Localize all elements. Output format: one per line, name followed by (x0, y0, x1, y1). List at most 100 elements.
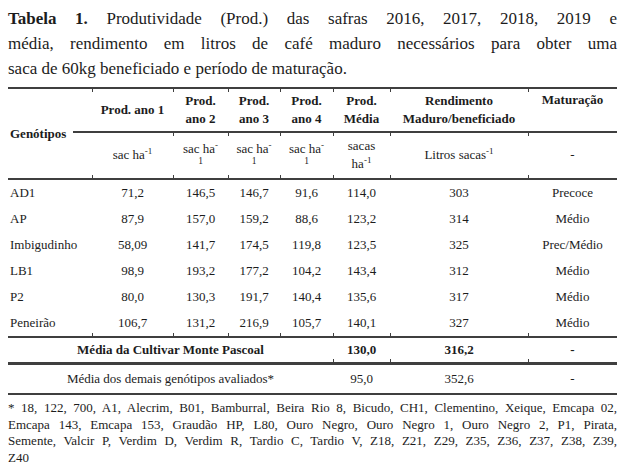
unit-cell-maturacao: - (528, 131, 617, 178)
caption-table-label: Tabela 1. (8, 9, 88, 28)
cell-maturacao: Prec/Médio (528, 237, 617, 253)
header-ano4-label: ano 4 (292, 110, 322, 128)
unit-wrapped-exponent: 1 (198, 155, 203, 167)
column-tick (390, 175, 391, 178)
caption-line-2: média, rendimento em litros de café madu… (8, 31, 617, 56)
header-prod-label: Prod. (291, 92, 321, 110)
column-tick (228, 133, 229, 136)
cell-maturacao: Médio (528, 263, 617, 279)
caption-line-3: saca de 60kg beneficiado e período de ma… (8, 56, 617, 81)
unit-cell-ano3: sac ha- 1 (228, 131, 280, 178)
column-tick (228, 175, 229, 178)
cell-genotype: Peneirão (8, 315, 92, 331)
header-prod-label: Prod. (185, 92, 215, 110)
cell-ano2: 157,0 (173, 211, 228, 227)
header-ano2-label: ano 2 (186, 110, 216, 128)
header-cell-prod-ano4: Prod. ano 4 (280, 89, 333, 131)
header-cell-prod-ano2: Prod. ano 2 (173, 89, 228, 131)
table-bottom-rule (8, 393, 617, 395)
cell-ano3: 159,2 (228, 211, 280, 227)
cell-ano4: 104,2 (280, 263, 333, 279)
cell-rendimento: 317 (390, 289, 528, 305)
cell-genotype: AP (8, 211, 92, 227)
cell-ano1: 98,9 (92, 263, 173, 279)
column-tick (92, 175, 93, 178)
cell-genotype: P2 (8, 289, 92, 305)
column-tick (280, 133, 281, 136)
unit-sacas: sacas (348, 137, 375, 155)
column-tick (333, 175, 334, 178)
table-row: Peneirão 106,7 131,2 216,9 105,7 140,1 3… (8, 310, 617, 336)
cell-ano2: 130,3 (173, 289, 228, 305)
summary-media: 130,0 (333, 342, 390, 358)
column-tick (333, 133, 334, 136)
summary-top-rule (8, 336, 617, 338)
column-tick (528, 333, 529, 336)
cell-ano1: 71,2 (92, 185, 173, 201)
column-tick (228, 333, 229, 336)
table-footnote: * 18, 122, 700, A1, Alecrim, B01, Bambur… (8, 400, 617, 466)
header-maduro-beneficiado-label: Maduro/beneficiado (403, 110, 515, 128)
cell-rendimento: 327 (390, 315, 528, 331)
header-cell-prod-ano1: Prod. ano 1 (92, 89, 173, 131)
cell-rendimento: 325 (390, 237, 528, 253)
cell-ano4: 140,4 (280, 289, 333, 305)
unit-ha: ha-1 (352, 155, 372, 173)
cell-ano3: 174,5 (228, 237, 280, 253)
cell-ano2: 193,2 (173, 263, 228, 279)
cell-ano2: 146,5 (173, 185, 228, 201)
unit-cell-ano1: sac ha-1 (92, 131, 173, 178)
column-tick (528, 133, 529, 136)
header-prod-label: Prod. (239, 92, 269, 110)
cell-ano1: 106,7 (92, 315, 173, 331)
cell-media: 123,5 (333, 237, 390, 253)
unit-cell-media: sacas ha-1 (333, 131, 390, 178)
summary-maturacao: - (528, 342, 617, 358)
cell-ano1: 87,9 (92, 211, 173, 227)
cell-media: 143,4 (333, 263, 390, 279)
unit-cell-ano4: sac ha- 1 (280, 131, 333, 178)
cell-maturacao: Precoce (528, 185, 617, 201)
cell-ano4: 105,7 (280, 315, 333, 331)
unit-cell-rendimento: Litros sacas-1 (390, 131, 528, 178)
cell-ano2: 141,7 (173, 237, 228, 253)
cell-genotype: LB1 (8, 263, 92, 279)
column-tick (528, 359, 529, 362)
unit-cell-ano2: sac ha- 1 (173, 131, 228, 178)
summary-rendimento: 352,6 (390, 371, 528, 387)
table-caption: Tabela 1. Produtividade (Prod.) das safr… (8, 6, 617, 81)
header-cell-rendimento: Rendimento Maduro/beneficiado (390, 89, 528, 131)
column-tick (390, 133, 391, 136)
column-tick (390, 359, 391, 362)
cell-maturacao: Médio (528, 289, 617, 305)
summary-row-monte-pascoal: Média da Cultivar Monte Pascoal 130,0 31… (8, 338, 617, 362)
header-cell-genotypes: Genótipos (8, 89, 92, 178)
cell-rendimento: 312 (390, 263, 528, 279)
cell-ano3: 191,7 (228, 289, 280, 305)
cell-ano2: 131,2 (173, 315, 228, 331)
cell-rendimento: 314 (390, 211, 528, 227)
table-row: AD1 71,2 146,5 146,7 91,6 114,0 303 Prec… (8, 180, 617, 206)
column-tick (390, 333, 391, 336)
table-row: LB1 98,9 193,2 177,2 104,2 143,4 312 Méd… (8, 258, 617, 284)
unit-litros-sacas: Litros sacas-1 (424, 146, 493, 164)
column-tick (173, 333, 174, 336)
column-tick (92, 333, 93, 336)
cell-maturacao: Médio (528, 315, 617, 331)
table-header: Genótipos Prod. ano 1 Prod. ano 2 Prod. … (8, 89, 617, 178)
footnote-line-4: Z40 (8, 450, 617, 467)
table-row: AP 87,9 157,0 159,2 88,6 123,2 314 Médio (8, 206, 617, 232)
cell-media: 135,6 (333, 289, 390, 305)
column-tick (528, 175, 529, 178)
cell-ano4: 119,8 (280, 237, 333, 253)
cell-ano4: 91,6 (280, 185, 333, 201)
paper-page: Tabela 1. Produtividade (Prod.) das safr… (0, 0, 625, 470)
cell-ano1: 80,0 (92, 289, 173, 305)
summary-media: 95,0 (333, 371, 390, 387)
cell-rendimento: 303 (390, 185, 528, 201)
cell-media: 114,0 (333, 185, 390, 201)
column-tick (280, 175, 281, 178)
summary-maturacao: - (528, 371, 617, 387)
header-cell-prod-media: Prod. Média (333, 89, 390, 131)
header-mid-rule (73, 131, 617, 133)
